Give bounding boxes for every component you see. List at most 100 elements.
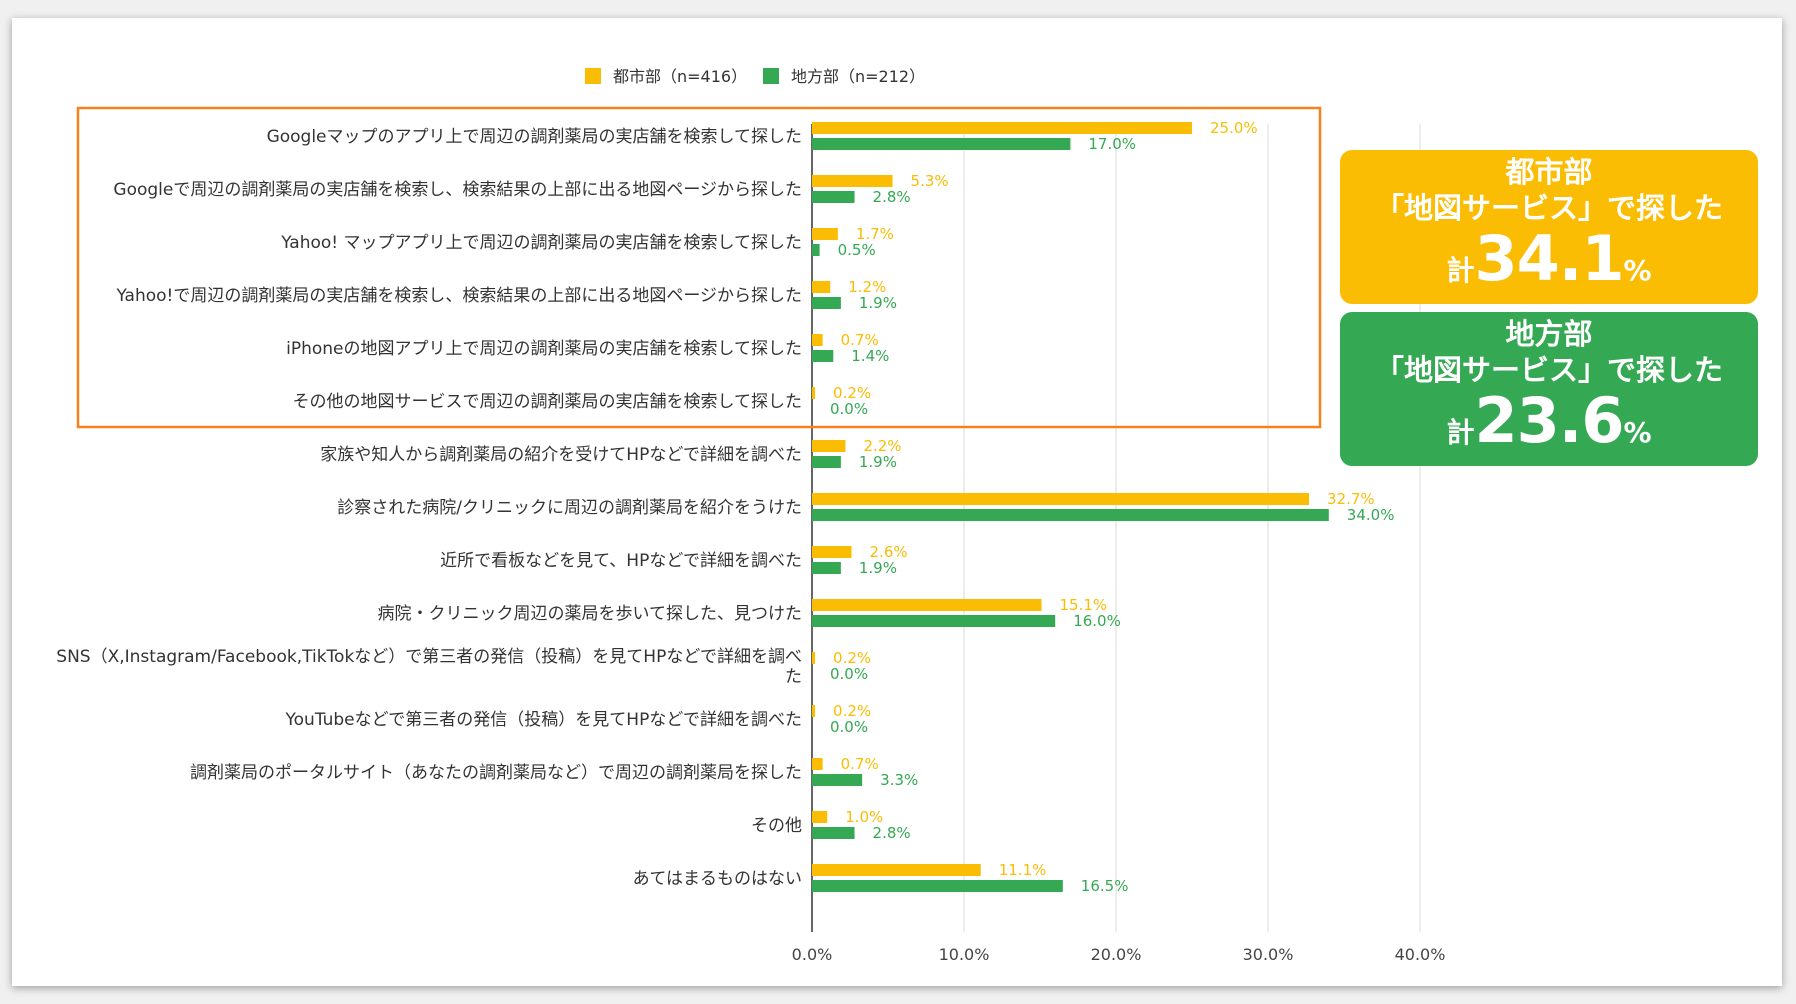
value-label-rural-8: 1.9% [859, 559, 897, 577]
value-label-rural-12: 3.3% [880, 771, 918, 789]
category-label-line: SNS（X,Instagram/Facebook,TikTokなど）で第三者の発… [56, 647, 802, 667]
bar-urban-1 [812, 175, 893, 187]
callout-rural-suffix: % [1623, 416, 1652, 449]
value-label-rural-13: 2.8% [873, 824, 911, 842]
legend-swatch-1 [763, 68, 779, 84]
callout-urban-suffix: % [1623, 254, 1652, 287]
value-label-rural-10: 0.0% [830, 665, 868, 683]
value-label-rural-4: 1.4% [851, 347, 889, 365]
category-label-line: 病院・クリニック周辺の薬局を歩いて探した、見つけた [378, 604, 803, 624]
bar-urban-2 [812, 228, 838, 240]
value-label-rural-2: 0.5% [838, 241, 876, 259]
value-label-rural-11: 0.0% [830, 718, 868, 736]
value-label-urban-8: 2.6% [870, 543, 908, 561]
value-label-urban-14: 11.1% [999, 861, 1047, 879]
bar-rural-8 [812, 562, 841, 574]
bar-rural-14 [812, 880, 1063, 892]
callout-urban: 都市部 「地図サービス」で探した 計34.1% [1340, 150, 1758, 304]
chart-card: 0.0% 10.0% 20.0% 30.0% 40.0% 都市部（n=416） 地方部（n=… [12, 18, 1782, 986]
category-label-13: その他 [751, 816, 802, 836]
value-label-rural-0: 17.0% [1088, 135, 1136, 153]
category-label-1: Googleで周辺の調剤薬局の実店舗を検索し、検索結果の上部に出る地図ページから… [113, 180, 802, 200]
value-label-urban-9: 15.1% [1060, 596, 1108, 614]
x-tick-label-2: 20.0% [1091, 945, 1142, 964]
value-label-urban-10: 0.2% [833, 649, 871, 667]
category-label-line: Googleマップのアプリ上で周辺の調剤薬局の実店舗を検索して探した [267, 127, 802, 147]
bar-rural-7 [812, 509, 1329, 521]
category-label-2: Yahoo! マップアプリ上で周辺の調剤薬局の実店舗を検索して探した [280, 233, 802, 253]
value-label-urban-3: 1.2% [848, 278, 886, 296]
category-label-12: 調剤薬局のポータルサイト（あなたの調剤薬局など）で周辺の調剤薬局を探した [190, 763, 802, 783]
callout-rural-title: 地方部 [1505, 317, 1593, 351]
category-label-line: その他 [751, 816, 802, 836]
category-label-line: た [785, 667, 802, 687]
category-label-line: あてはまるものはない [633, 869, 802, 889]
value-label-urban-11: 0.2% [833, 702, 871, 720]
callout-urban-total: 計34.1% [1340, 226, 1758, 292]
callout-urban-prefix: 計 [1446, 254, 1475, 287]
category-label-line: iPhoneの地図アプリ上で周辺の調剤薬局の実店舗を検索して探した [286, 339, 802, 359]
value-label-urban-7: 32.7% [1327, 490, 1375, 508]
callout-rural-total: 計23.6% [1340, 388, 1758, 454]
bar-urban-12 [812, 758, 823, 770]
x-tick-label-3: 30.0% [1243, 945, 1294, 964]
category-label-line: Googleで周辺の調剤薬局の実店舗を検索し、検索結果の上部に出る地図ページから… [113, 180, 802, 200]
value-label-urban-6: 2.2% [863, 437, 901, 455]
bar-rural-9 [812, 615, 1056, 627]
value-label-urban-4: 0.7% [841, 331, 879, 349]
category-label-10: SNS（X,Instagram/Facebook,TikTokなど）で第三者の発… [56, 647, 802, 687]
bar-rural-12 [812, 774, 863, 786]
category-label-9: 病院・クリニック周辺の薬局を歩いて探した、見つけた [378, 604, 803, 624]
category-label-line: 家族や知人から調剤薬局の紹介を受けてHPなどで詳細を調べた [320, 445, 802, 465]
bar-rural-6 [812, 456, 841, 468]
category-label-4: iPhoneの地図アプリ上で周辺の調剤薬局の実店舗を検索して探した [286, 339, 802, 359]
category-label-11: YouTubeなどで第三者の発信（投稿）を見てHPなどで詳細を調べた [285, 710, 802, 730]
bar-urban-0 [812, 122, 1192, 134]
category-label-line: 調剤薬局のポータルサイト（あなたの調剤薬局など）で周辺の調剤薬局を探した [190, 763, 802, 783]
category-label-8: 近所で看板などを見て、HPなどで詳細を調べた [440, 551, 802, 571]
legend-label-1: 地方部（n=212） [791, 67, 925, 86]
bar-urban-7 [812, 493, 1310, 505]
value-label-rural-5: 0.0% [830, 400, 868, 418]
value-label-rural-6: 1.9% [859, 453, 897, 471]
category-label-14: あてはまるものはない [633, 869, 802, 889]
bar-urban-8 [812, 546, 852, 558]
category-label-5: その他の地図サービスで周辺の調剤薬局の実店舗を検索して探した [293, 392, 803, 412]
callout-urban-title: 都市部 [1505, 155, 1593, 189]
bar-rural-4 [812, 350, 834, 362]
bar-urban-4 [812, 334, 823, 346]
bar-urban-11 [812, 705, 816, 717]
category-label-line: Yahoo!で周辺の調剤薬局の実店舗を検索し、検索結果の上部に出る地図ページから… [115, 286, 802, 306]
bar-urban-14 [812, 864, 981, 876]
bar-rural-2 [812, 244, 820, 256]
value-label-urban-2: 1.7% [856, 225, 894, 243]
legend-label-0: 都市部（n=416） [613, 67, 747, 86]
value-label-rural-3: 1.9% [859, 294, 897, 312]
category-label-line: 近所で看板などを見て、HPなどで詳細を調べた [440, 551, 802, 571]
bar-rural-1 [812, 191, 855, 203]
value-label-rural-14: 16.5% [1081, 877, 1129, 895]
callout-urban-value: 34.1 [1474, 222, 1624, 295]
callout-rural-value: 23.6 [1474, 384, 1624, 457]
callout-rural-prefix: 計 [1446, 416, 1475, 449]
bar-urban-6 [812, 440, 846, 452]
bar-urban-9 [812, 599, 1042, 611]
bar-rural-0 [812, 138, 1071, 150]
category-label-6: 家族や知人から調剤薬局の紹介を受けてHPなどで詳細を調べた [320, 445, 802, 465]
callout-urban-subtitle: 「地図サービス」で探した [1374, 191, 1723, 225]
highlight-frame [76, 106, 1322, 429]
value-label-urban-5: 0.2% [833, 384, 871, 402]
bar-urban-3 [812, 281, 831, 293]
bar-urban-5 [812, 387, 816, 399]
bar-rural-3 [812, 297, 841, 309]
value-label-urban-13: 1.0% [845, 808, 883, 826]
x-tick-label-1: 10.0% [939, 945, 990, 964]
bar-rural-13 [812, 827, 855, 839]
category-label-7: 診察された病院/クリニックに周辺の調剤薬局を紹介をうけた [337, 498, 802, 518]
value-label-rural-7: 34.0% [1347, 506, 1395, 524]
value-label-rural-9: 16.0% [1073, 612, 1121, 630]
x-tick-label-4: 40.0% [1395, 945, 1446, 964]
value-label-rural-1: 2.8% [873, 188, 911, 206]
bar-chart: 0.0% 10.0% 20.0% 30.0% 40.0% 都市部（n=416） 地方部（n=… [56, 67, 1446, 964]
category-label-3: Yahoo!で周辺の調剤薬局の実店舗を検索し、検索結果の上部に出る地図ページから… [115, 286, 802, 306]
